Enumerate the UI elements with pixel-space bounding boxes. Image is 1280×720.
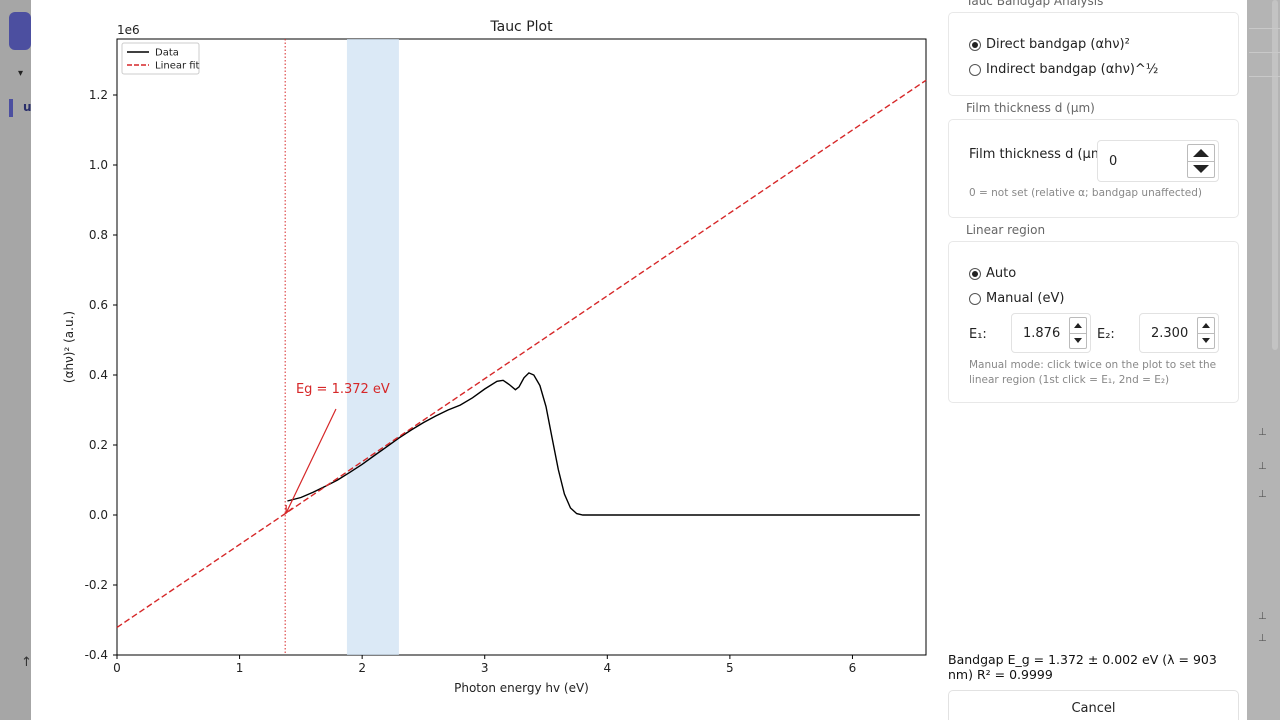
tauc-dialog: 0 1 2 3 4 5 6 -0.4 -0.2 0.0 0.2 0.4 0.6 0.8 1.0 1.2 Eg … [31,0,1247,720]
linear-region-group [346,39,399,655]
e1-decrement-button[interactable] [1070,332,1086,349]
axis-ticks-group: 0 1 2 3 4 5 6 -0.4 -0.2 0.0 0.2 0.4 0.6 0.8 1.0 1.2 [85,88,857,675]
manual-mode-hint: Manual mode: click twice on the plot to … [969,359,1217,386]
y-tick-label: 0.2 [89,438,108,452]
linear-region-section-title: Linear region [966,223,1046,237]
chevron-down-icon [1193,165,1209,174]
e1-increment-button[interactable] [1070,318,1086,333]
background-active-tab-indicator [9,99,13,117]
x-tick-label: 2 [358,661,366,675]
manual-region-option[interactable]: Manual (eV) [969,291,1064,306]
tauc-plot[interactable]: 0 1 2 3 4 5 6 -0.4 -0.2 0.0 0.2 0.4 0.6 0.8 1.0 1.2 Eg … [31,0,947,720]
e1-label: E₁: [969,327,987,342]
background-divider [1249,28,1280,29]
series-lines-group [116,39,927,655]
linear-region-card: Auto Manual (eV) E₁: 1.876 E₂: 2.300 [948,241,1239,403]
chart-title: Tauc Plot [489,19,553,35]
background-nav-button [9,12,31,50]
bandgap-annotation-label: Eg = 1.372 eV [296,382,390,397]
e2-increment-button[interactable] [1198,318,1214,333]
background-tick-icon: ⊥ [1258,427,1267,438]
chevron-up-icon [1074,322,1082,328]
background-tick-icon: ⊥ [1258,633,1267,644]
thickness-stepper [1187,144,1215,178]
direct-bandgap-option[interactable]: Direct bandgap (αhν)² [969,37,1130,52]
y-tick-label: 0.4 [89,368,108,382]
direct-bandgap-radio[interactable] [969,38,981,51]
annotation-group: Eg = 1.372 eV [285,382,390,515]
direct-bandgap-label: Direct bandgap (αhν)² [986,37,1130,52]
auto-region-option[interactable]: Auto [969,266,1016,281]
y-multiplier-label: 1e6 [117,23,140,37]
background-tick-icon: ⊥ [1258,611,1267,622]
x-axis-label: Photon energy hv (eV) [454,681,589,695]
e2-label: E₂: [1097,327,1115,342]
chevron-up-icon [1193,148,1209,157]
background-divider [1249,52,1280,53]
background-up-arrow-icon: ↑ [21,655,32,670]
manual-region-label: Manual (eV) [986,291,1065,306]
arrow-head-icon [285,504,293,515]
x-tick-label: 5 [726,661,734,675]
y-tick-label: 1.0 [89,158,108,172]
y-tick-label: 0.0 [89,508,108,522]
e2-decrement-button[interactable] [1198,332,1214,349]
manual-region-radio[interactable] [969,292,981,305]
e2-value[interactable]: 2.300 [1151,326,1189,341]
bandgap-type-card: Direct bandgap (αhν)² Indirect bandgap (… [948,12,1239,96]
thickness-spinbox[interactable]: 0 [1097,140,1219,182]
e1-value[interactable]: 1.876 [1023,326,1061,341]
background-divider [1249,76,1280,77]
chevron-up-icon [1202,322,1210,328]
analysis-panel: Tauc Bandgap Analysis Direct bandgap (αh… [947,0,1247,720]
x-tick-label: 3 [481,661,489,675]
chevron-down-icon [1202,338,1210,344]
thickness-label: Film thickness d (µm): [969,147,1113,162]
background-tab-label: u [23,100,32,114]
y-tick-label: -0.4 [85,648,108,662]
legend-entry: Data [155,48,179,59]
thickness-decrement-button[interactable] [1188,160,1214,178]
y-tick-label: 0.8 [89,228,108,242]
e2-spinbox[interactable]: 2.300 [1139,313,1219,353]
linear-region-band [346,39,399,655]
background-scrollbar [1272,0,1278,350]
x-tick-label: 0 [113,661,121,675]
thickness-increment-button[interactable] [1188,145,1214,161]
legend-box [121,42,200,75]
x-tick-label: 1 [236,661,244,675]
e1-spinbox[interactable]: 1.876 [1011,313,1091,353]
background-tick-icon: ⊥ [1258,461,1267,472]
linear-fit-line [116,79,927,628]
indirect-bandgap-label: Indirect bandgap (αhν)^½ [986,62,1159,77]
chart-legend: Data Linear fit [121,42,200,75]
e2-stepper [1197,317,1215,349]
y-axis-label: (αhν)² (a.u.) [62,311,76,383]
y-tick-label: -0.2 [85,578,108,592]
chevron-down-icon [1074,338,1082,344]
y-tick-label: 1.2 [89,88,108,102]
indirect-bandgap-radio[interactable] [969,63,981,76]
auto-region-label: Auto [986,266,1017,281]
thickness-section-title: Film thickness d (µm) [966,101,1095,115]
legend-entry: Linear fit [155,61,200,72]
cancel-button[interactable]: Cancel [948,690,1239,720]
indirect-bandgap-option[interactable]: Indirect bandgap (αhν)^½ [969,62,1158,77]
thickness-card: Film thickness d (µm): 0 0 = not set (re… [948,119,1239,218]
background-caret-icon: ▾ [18,68,24,79]
data-series-line [287,372,920,516]
auto-region-radio[interactable] [969,267,981,280]
background-tick-icon: ⊥ [1258,489,1267,500]
x-tick-label: 4 [603,661,611,675]
analysis-section-title: Tauc Bandgap Analysis [966,0,1104,8]
bandgap-result-text: Bandgap E_g = 1.372 ± 0.002 eV (λ = 903 … [948,652,1217,682]
thickness-value[interactable]: 0 [1109,154,1118,169]
tauc-chart-svg[interactable]: 0 1 2 3 4 5 6 -0.4 -0.2 0.0 0.2 0.4 0.6 0.8 1.0 1.2 Eg … [31,0,947,720]
x-tick-label: 6 [849,661,857,675]
y-tick-label: 0.6 [89,298,108,312]
axes-frame [116,38,927,656]
e1-stepper [1069,317,1087,349]
thickness-hint: 0 = not set (relative α; bandgap unaffec… [969,187,1202,199]
bandgap-annotation-arrow [285,408,337,514]
